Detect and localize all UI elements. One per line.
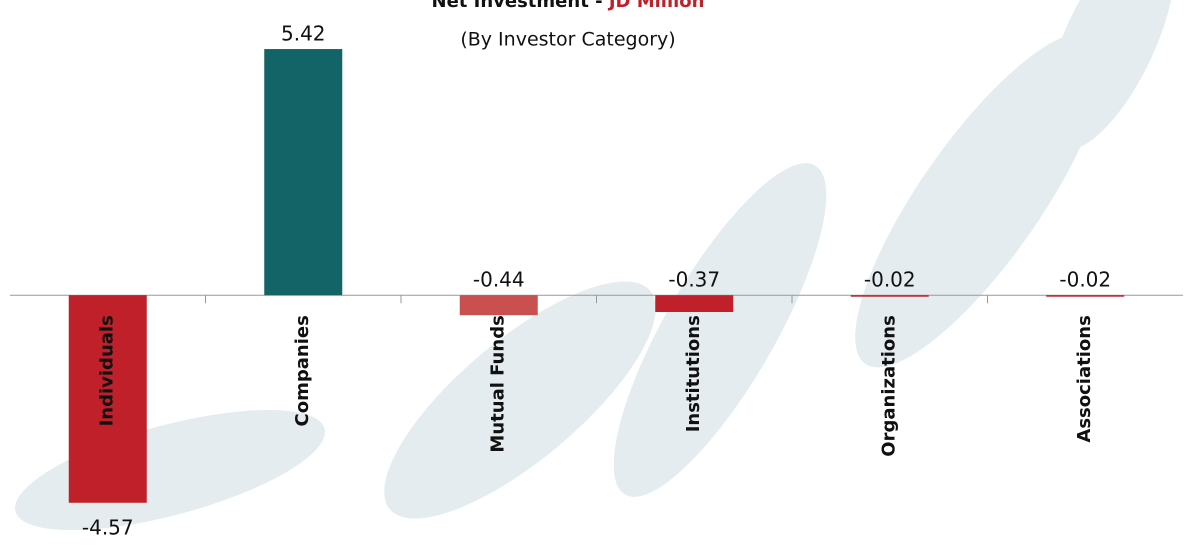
chart-title: Net Investment - JD Million (432, 0, 705, 12)
x-tick-label: Mutual Funds (488, 315, 509, 452)
x-tick-label: Institutions (683, 315, 704, 432)
title-unit: JD Million (607, 0, 705, 12)
bar (1046, 295, 1124, 297)
value-label: -0.37 (668, 268, 720, 292)
chart-subtitle: (By Investor Category) (460, 29, 675, 51)
value-label: -0.02 (864, 268, 916, 292)
x-tick-label: Organizations (879, 315, 900, 457)
bar (460, 295, 538, 315)
bar (655, 295, 733, 312)
x-tick-label: Individuals (97, 315, 118, 426)
value-label: 5.42 (281, 22, 326, 46)
x-tick-label: Companies (292, 315, 313, 426)
watermark (4, 0, 1189, 545)
x-tick-label: Associations (1074, 315, 1095, 442)
bar (851, 295, 929, 297)
bar (264, 49, 342, 295)
value-label: -0.44 (473, 268, 525, 292)
chart: Net Investment - JD Million (By Investor… (0, 0, 1189, 545)
watermark-leaf (4, 385, 336, 545)
value-label: -0.02 (1059, 268, 1111, 292)
title-text: Net Investment - (432, 0, 609, 12)
value-label: -4.57 (82, 515, 134, 539)
